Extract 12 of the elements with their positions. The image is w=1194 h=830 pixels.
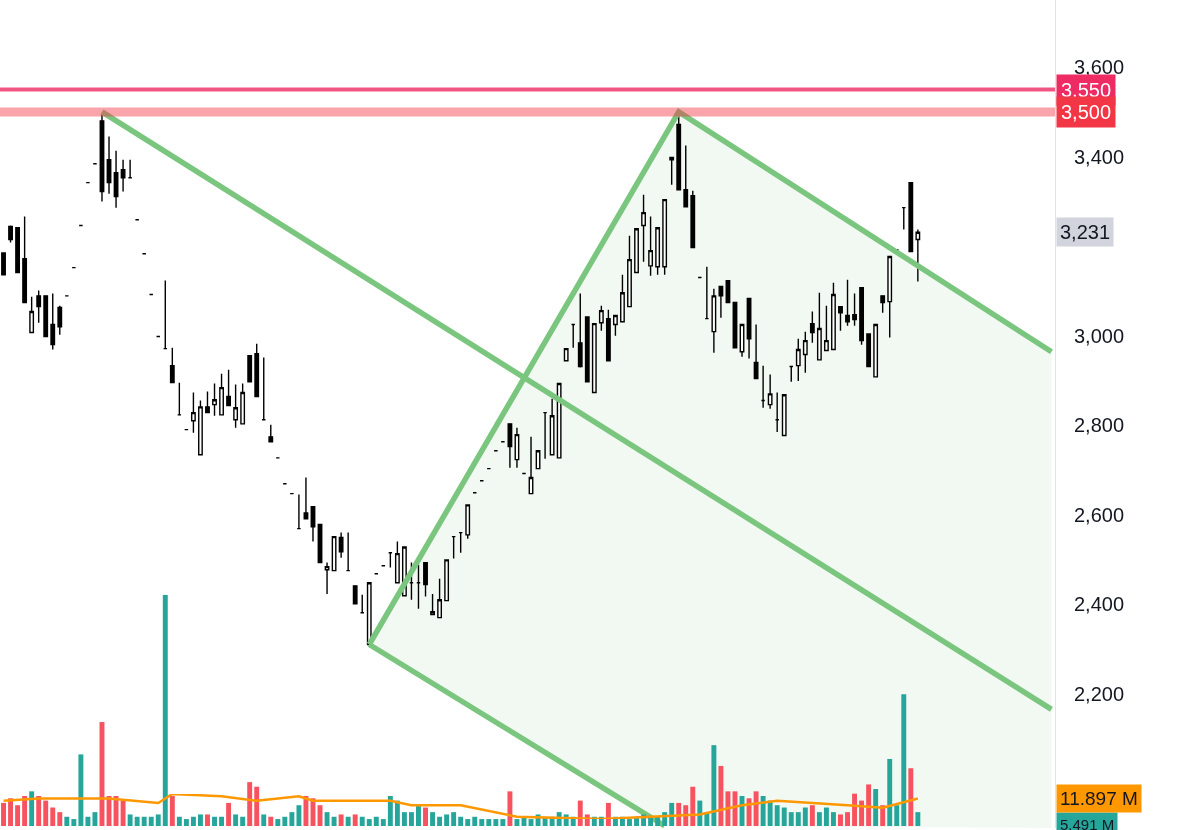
y-tick-label: 3,400 <box>1074 145 1125 168</box>
ref-line-label: 3,550 <box>1061 79 1112 101</box>
y-tick-label: 3,600 <box>1074 56 1125 79</box>
y-tick-label: 3,000 <box>1074 324 1125 347</box>
text: 5.491 M <box>1060 816 1115 830</box>
y-tick-label: 2,800 <box>1074 414 1125 437</box>
text: 3,231 <box>1060 221 1111 243</box>
y-tick-label: 2,600 <box>1074 503 1125 526</box>
y-tick-label: 2,400 <box>1074 593 1125 616</box>
text: 11.897 M <box>1060 788 1138 809</box>
y-tick-label: 2,200 <box>1074 682 1125 705</box>
ref-line-label: 3,500 <box>1061 101 1112 123</box>
